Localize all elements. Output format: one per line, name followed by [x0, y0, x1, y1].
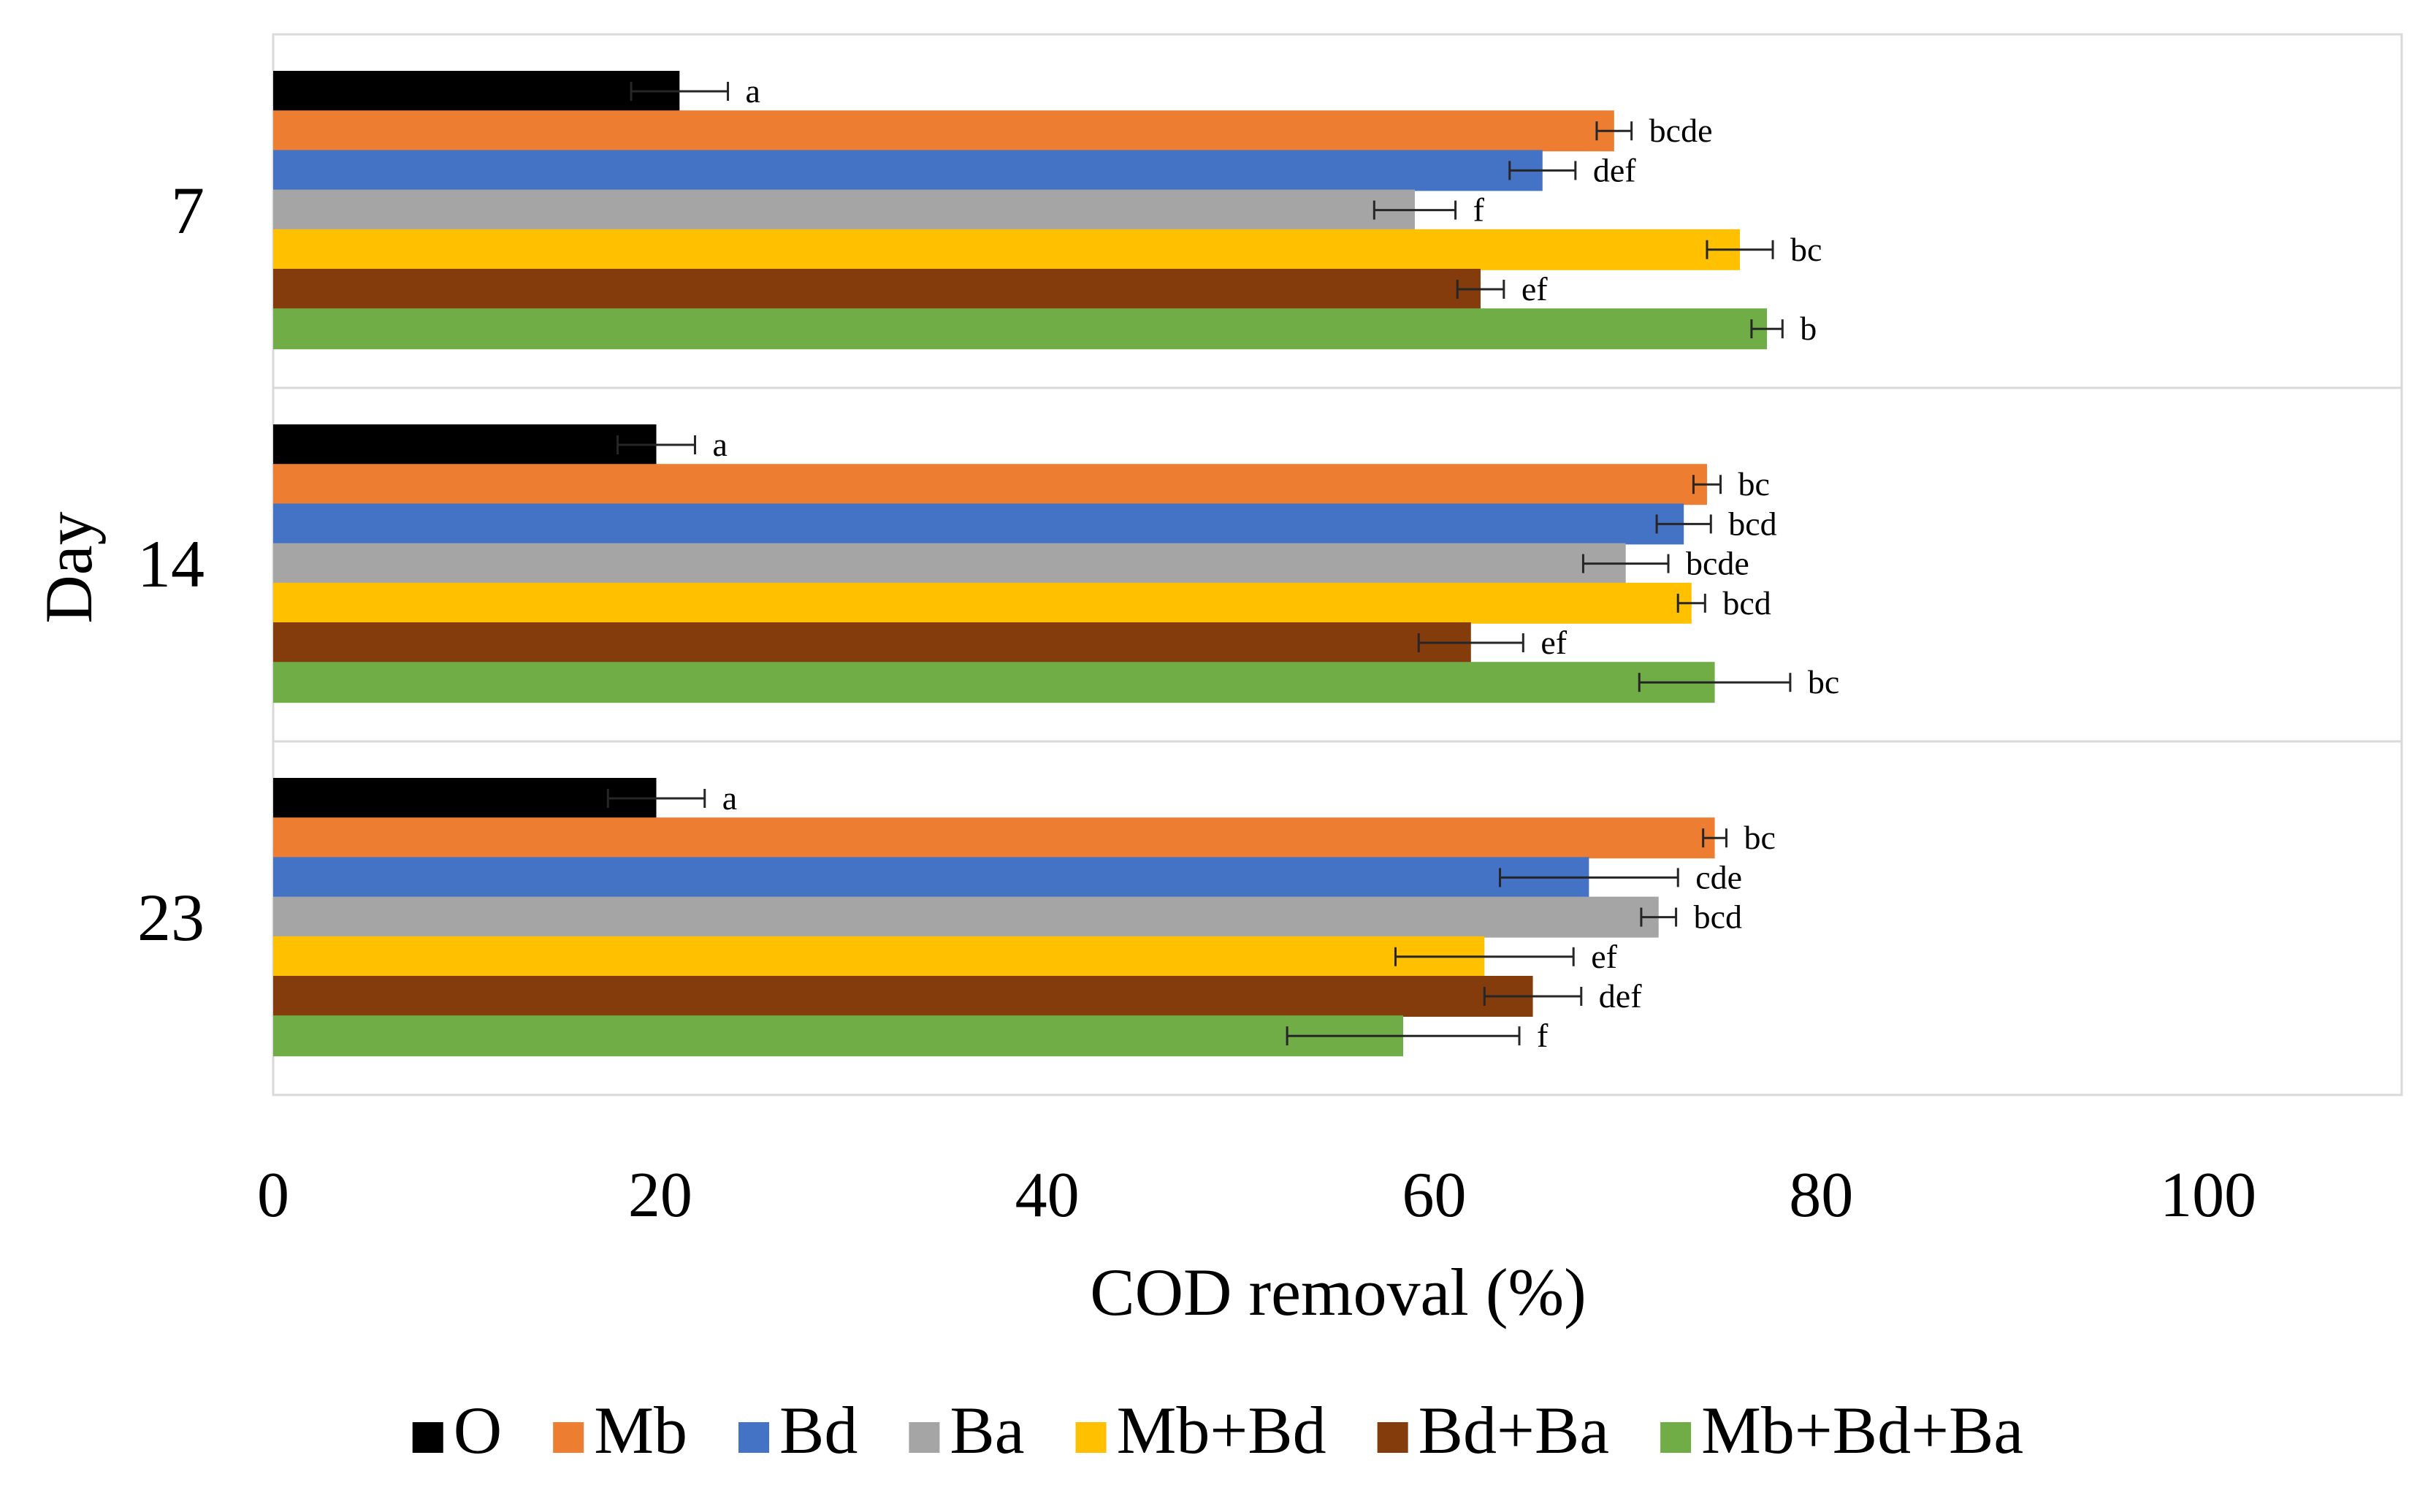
legend-swatch	[553, 1422, 584, 1453]
legend-label: Mb+Bd	[1117, 1393, 1326, 1467]
significance-label: ef	[1521, 270, 1548, 308]
bar	[273, 622, 1471, 663]
legend-swatch	[1660, 1422, 1692, 1453]
bar	[273, 662, 1715, 703]
bar	[273, 503, 1684, 545]
legend-label: Bd+Ba	[1419, 1393, 1609, 1467]
significance-label: a	[746, 72, 760, 110]
bar	[273, 150, 1543, 191]
significance-label: bc	[1790, 231, 1822, 268]
x-tick-label: 40	[1015, 1160, 1080, 1231]
x-tick-label: 60	[1402, 1160, 1466, 1231]
significance-label: bc	[1738, 465, 1770, 503]
y-axis-title: Day	[31, 511, 106, 623]
significance-label: cde	[1695, 858, 1742, 896]
significance-label: b	[1800, 310, 1817, 347]
bar	[273, 464, 1707, 505]
bar	[273, 976, 1533, 1017]
significance-label: f	[1537, 1017, 1549, 1054]
significance-label: bcde	[1686, 545, 1749, 582]
significance-label: bc	[1744, 819, 1775, 856]
significance-label: ef	[1591, 938, 1617, 975]
bar	[273, 857, 1589, 898]
bar	[273, 71, 680, 112]
bar	[273, 543, 1626, 584]
bar	[273, 110, 1614, 152]
legend-label: Bd	[779, 1393, 858, 1467]
significance-label: f	[1473, 191, 1485, 229]
bar	[273, 817, 1715, 859]
y-tick-label: 7	[171, 173, 205, 248]
x-tick-label: 100	[2160, 1160, 2256, 1231]
x-tick-label: 0	[257, 1160, 289, 1231]
x-tick-label: 80	[1789, 1160, 1853, 1231]
significance-label: def	[1593, 151, 1636, 188]
bar	[273, 778, 657, 819]
significance-label: bcd	[1694, 898, 1742, 936]
significance-label: bcde	[1649, 112, 1713, 149]
legend-label: O	[454, 1393, 502, 1467]
bar	[273, 269, 1481, 310]
legend: O Mb Bd Ba Mb+Bd Bd+Ba Mb+Bd+Ba	[412, 1393, 2023, 1467]
x-tick-label: 20	[628, 1160, 692, 1231]
significance-label: ef	[1540, 624, 1567, 661]
x-axis-title: COD removal (%)	[1090, 1255, 1587, 1329]
significance-label: bcd	[1722, 584, 1771, 622]
legend-label: Mb	[594, 1393, 687, 1467]
bar	[273, 424, 657, 465]
legend-label: Ba	[950, 1393, 1024, 1467]
y-tick-label: 23	[137, 880, 205, 955]
y-tick-label: 14	[137, 527, 205, 601]
legend-swatch	[738, 1422, 770, 1453]
significance-label: def	[1599, 977, 1642, 1015]
bar	[273, 229, 1741, 270]
significance-label: a	[713, 426, 728, 463]
significance-label: bc	[1808, 663, 1839, 700]
legend-swatch	[1075, 1422, 1107, 1453]
legend-swatch	[909, 1422, 940, 1453]
bar	[273, 896, 1659, 938]
bar	[273, 189, 1415, 231]
significance-label: a	[722, 779, 737, 817]
bar	[273, 1015, 1404, 1057]
legend-label: Mb+Bd+Ba	[1701, 1393, 2023, 1467]
legend-swatch	[412, 1422, 443, 1453]
legend-swatch	[1377, 1422, 1408, 1453]
bar	[273, 936, 1485, 977]
bar	[273, 582, 1692, 624]
significance-label: bcd	[1728, 505, 1776, 542]
bar	[273, 308, 1768, 350]
